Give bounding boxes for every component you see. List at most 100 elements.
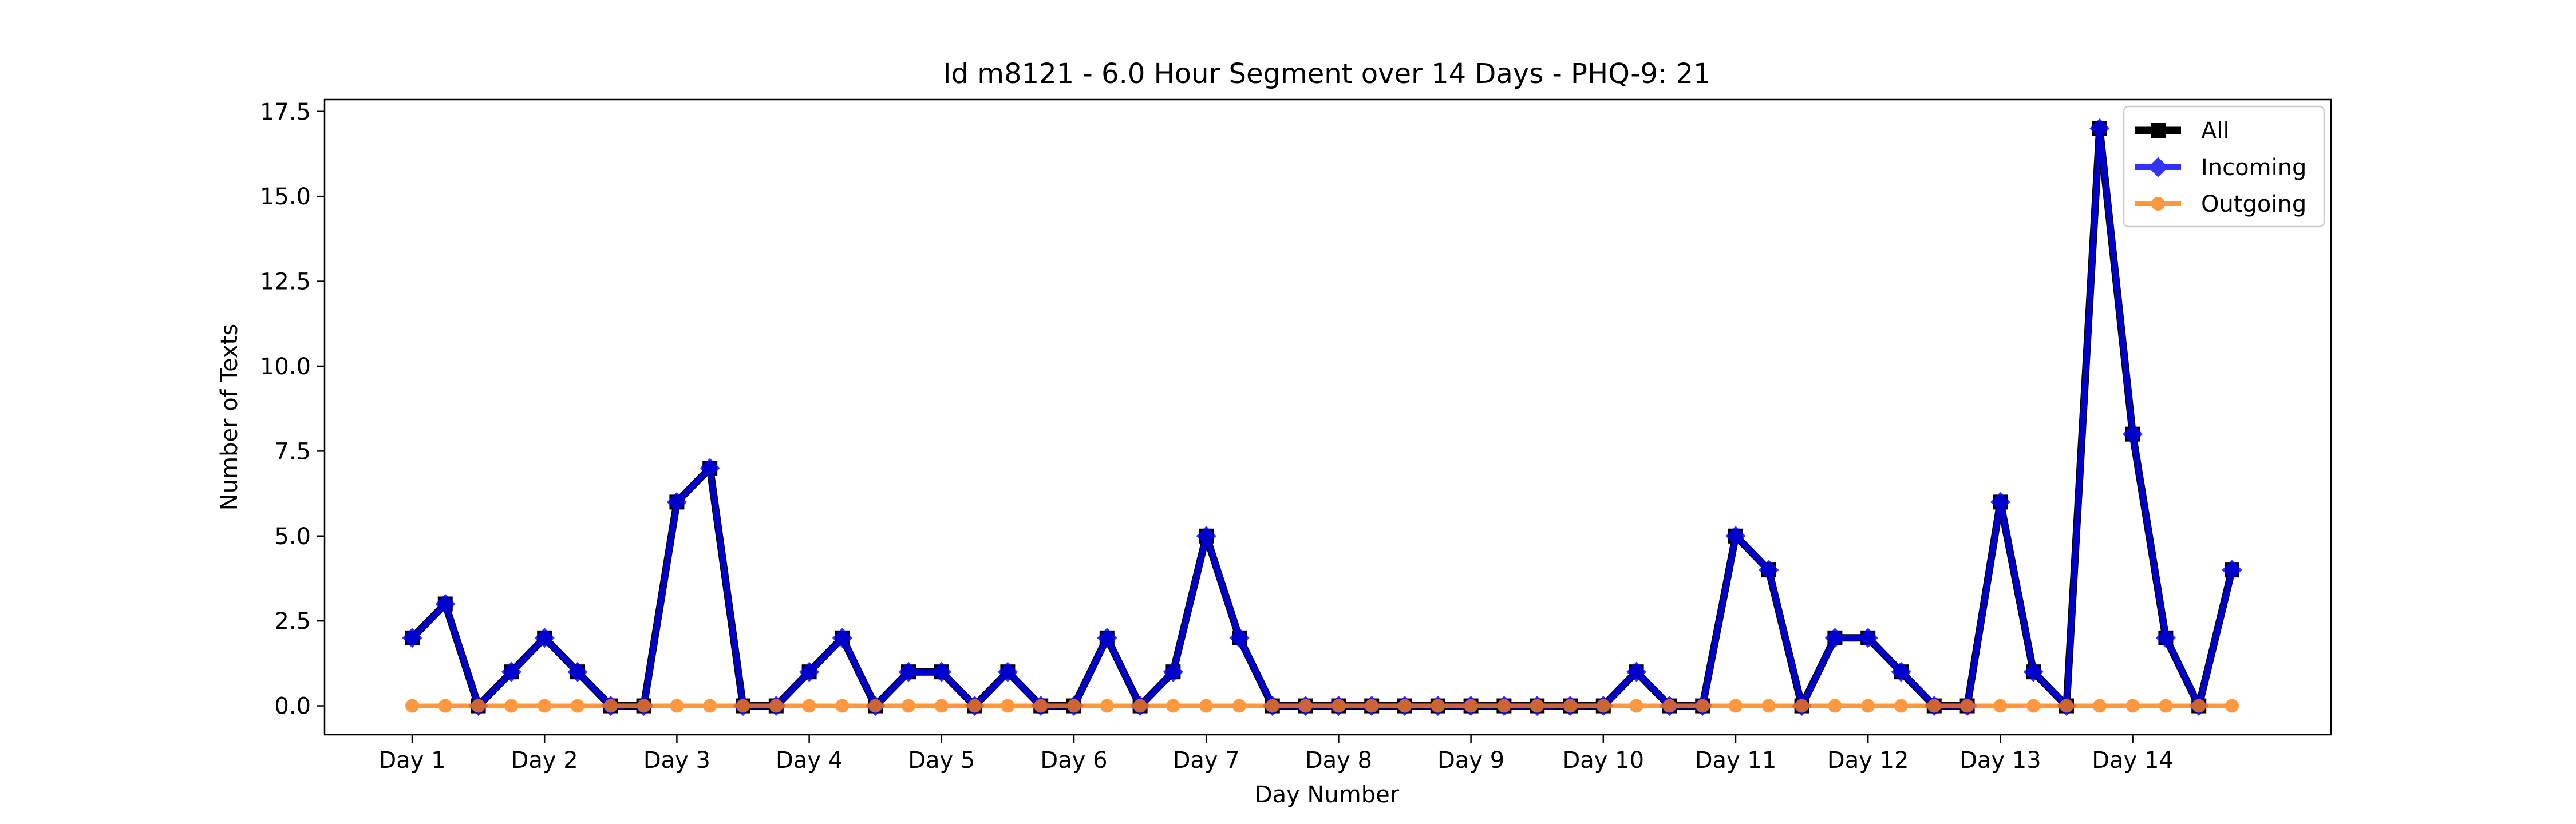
data-point	[405, 699, 419, 713]
legend-box	[2123, 105, 2325, 228]
data-point	[538, 699, 552, 713]
data-point	[1927, 699, 1941, 713]
y-tick-label: 10.0	[260, 354, 311, 380]
legend-marker	[2148, 157, 2168, 177]
data-point	[802, 699, 816, 713]
axes: Day 1 Day 2 Day 3 Day 4 Day 5 Day 6 Day 7 Day 8…	[260, 99, 2174, 774]
data-point	[1828, 699, 1842, 713]
data-point	[670, 699, 684, 713]
x-axis-label: Day Number	[1255, 782, 1400, 808]
data-point	[1861, 699, 1875, 713]
x-tick-label: Day 2	[511, 747, 578, 774]
data-point	[1133, 699, 1147, 713]
series-outgoing	[405, 699, 2239, 713]
data-point	[1729, 699, 1743, 713]
y-tick-label: 12.5	[260, 269, 311, 295]
y-tick-label: 15.0	[260, 184, 311, 210]
data-point	[2089, 118, 2110, 139]
x-tick-label: Day 13	[1959, 747, 2041, 774]
data-point	[1891, 661, 1911, 682]
data-point	[832, 628, 852, 648]
chart-title: Id m8121 - 6.0 Hour Segment over 14 Days…	[943, 58, 1710, 90]
data-point	[2225, 699, 2239, 713]
x-tick-label: Day 8	[1305, 747, 1372, 774]
data-point	[1662, 699, 1677, 713]
data-point	[703, 699, 717, 713]
x-tick-label: Day 4	[776, 747, 843, 774]
y-tick-label: 2.5	[274, 608, 311, 635]
data-point	[700, 458, 720, 478]
x-tick-label: Day 7	[1173, 747, 1240, 774]
data-point	[438, 699, 452, 713]
data-point	[1596, 699, 1610, 713]
data-point	[2125, 699, 2140, 713]
legend-item	[2135, 197, 2181, 211]
data-point	[1332, 699, 1346, 713]
data-point	[1696, 699, 1710, 713]
x-tick-label: Day 5	[908, 747, 975, 774]
data-point	[567, 661, 588, 682]
data-point	[1431, 699, 1445, 713]
legend-item	[2135, 157, 2181, 177]
data-point	[2192, 699, 2206, 713]
data-point	[637, 699, 651, 713]
data-point	[1761, 699, 1776, 713]
data-point	[1795, 699, 1809, 713]
x-tick-label: Day 1	[378, 747, 445, 774]
data-point	[1163, 661, 1183, 682]
data-point	[1229, 628, 1250, 648]
data-point	[2023, 661, 2044, 682]
data-point	[769, 699, 783, 713]
legend: All Incoming Outgoing	[2123, 105, 2325, 228]
data-point	[1298, 699, 1313, 713]
data-point	[501, 661, 521, 682]
data-point	[1626, 661, 1647, 682]
data-point	[1100, 699, 1114, 713]
data-point	[2092, 699, 2107, 713]
data-point	[603, 699, 618, 713]
data-point	[997, 661, 1018, 682]
data-point	[666, 492, 687, 512]
data-point	[2060, 699, 2073, 713]
data-point	[534, 628, 555, 648]
legend-label: Outgoing	[2201, 191, 2306, 217]
data-point	[868, 699, 883, 713]
data-point	[402, 628, 422, 648]
data-point	[1725, 526, 1746, 546]
y-tick-label: 5.0	[274, 524, 311, 550]
data-point	[1199, 699, 1214, 713]
y-tick-label: 17.5	[260, 99, 311, 125]
data-point	[2159, 699, 2173, 713]
x-tick-label: Day 9	[1437, 747, 1504, 774]
x-tick-label: Day 3	[643, 747, 710, 774]
data-point	[1629, 699, 1643, 713]
data-point	[2155, 628, 2176, 648]
data-point	[1232, 699, 1246, 713]
data-point	[1858, 628, 1878, 648]
data-point	[1824, 628, 1845, 648]
data-point	[1166, 699, 1180, 713]
y-tick-label: 0.0	[274, 694, 311, 720]
data-point	[1398, 699, 1412, 713]
x-tick-label: Day 12	[1827, 747, 1909, 774]
data-point	[898, 661, 919, 682]
data-point	[1097, 628, 1117, 648]
data-point	[1034, 699, 1048, 713]
data-point	[1196, 526, 1216, 546]
data-point	[902, 699, 915, 713]
data-point	[931, 661, 952, 682]
data-point	[1067, 699, 1081, 713]
x-tick-label: Day 6	[1040, 747, 1107, 774]
x-tick-label: Day 14	[2092, 747, 2174, 774]
legend-marker	[2151, 197, 2165, 211]
data-point	[1894, 699, 1908, 713]
data-point	[1530, 699, 1544, 713]
data-point	[967, 699, 982, 713]
data-point	[1365, 699, 1379, 713]
data-point	[1001, 699, 1015, 713]
y-tick-label: 7.5	[274, 438, 311, 465]
plot-frame	[323, 98, 2332, 736]
legend-label: Incoming	[2201, 154, 2306, 181]
data-point	[934, 699, 949, 713]
